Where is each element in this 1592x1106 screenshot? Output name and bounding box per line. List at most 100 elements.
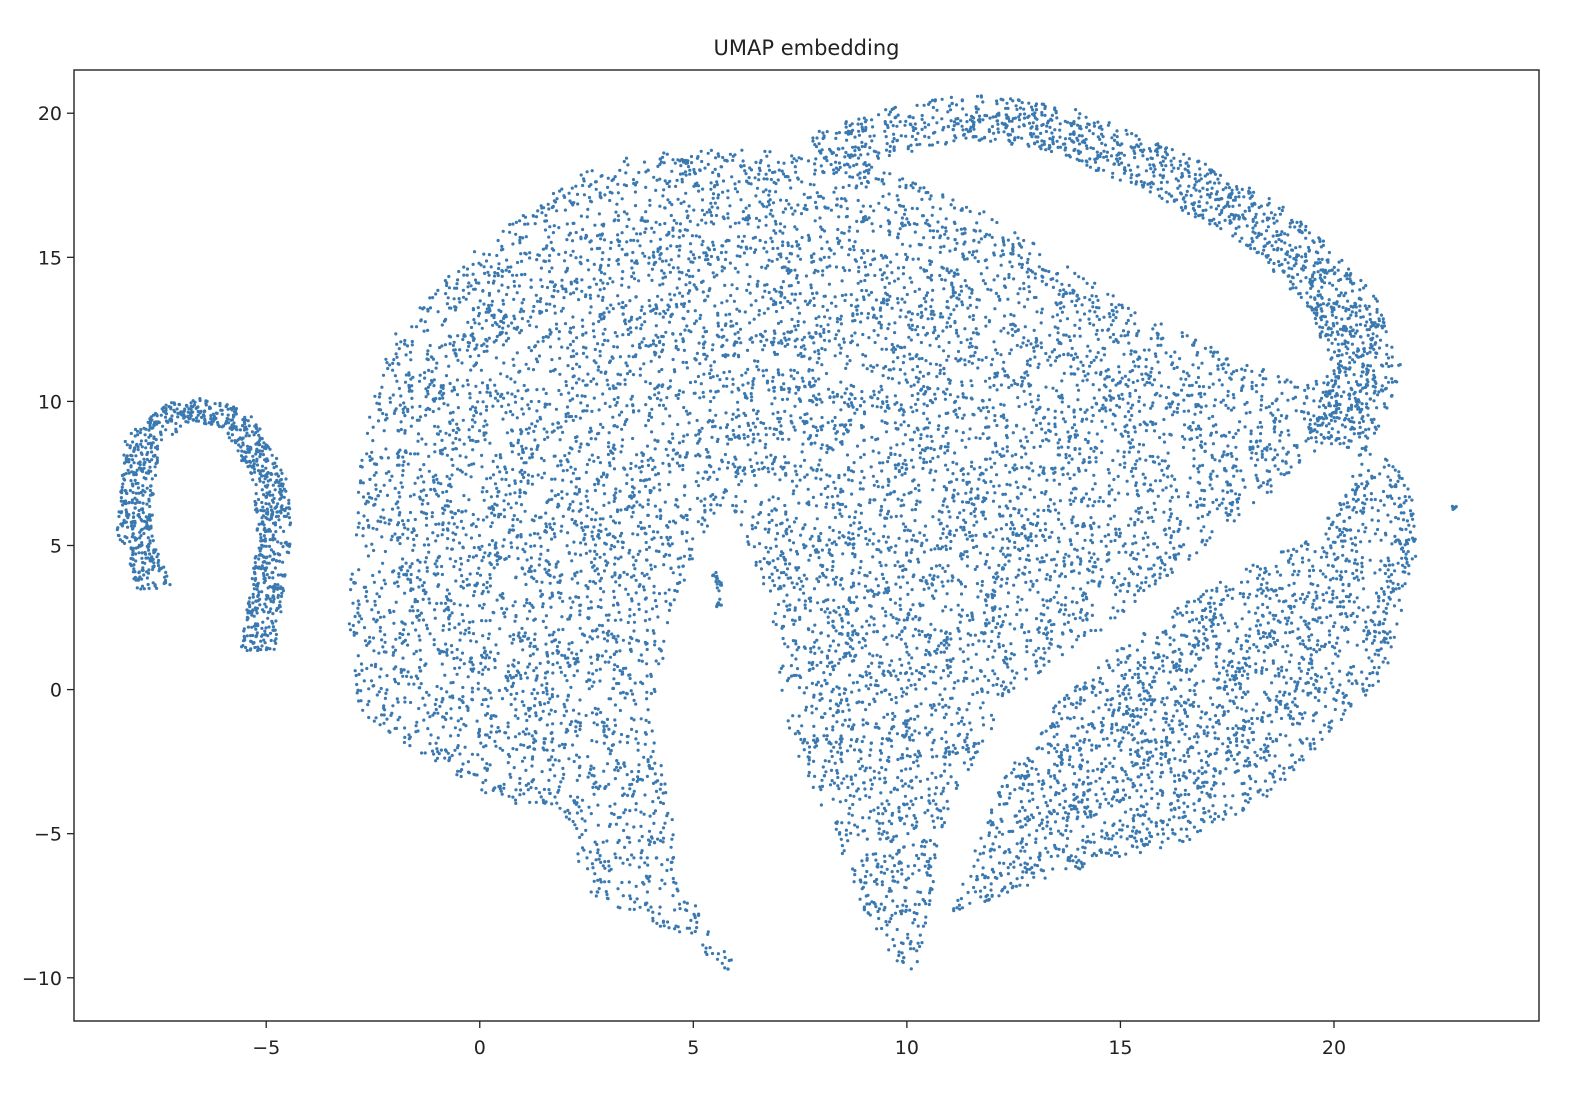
scatter-point <box>495 598 499 602</box>
scatter-point <box>408 350 413 354</box>
scatter-point <box>372 548 376 553</box>
scatter-point <box>145 486 149 490</box>
scatter-point <box>124 460 128 464</box>
scatter-point <box>488 618 492 623</box>
scatter-point <box>135 468 139 472</box>
scatter-point <box>900 872 904 876</box>
scatter-point <box>434 759 438 763</box>
scatter-point <box>490 539 494 543</box>
scatter-point <box>148 504 152 509</box>
scatter-point <box>586 867 590 871</box>
scatter-point <box>450 510 454 514</box>
scatter-point <box>140 577 144 581</box>
scatter-point <box>474 525 478 529</box>
scatter-point <box>509 692 513 697</box>
scatter-point <box>551 748 555 753</box>
scatter-point <box>615 259 619 263</box>
scatter-point <box>142 587 146 591</box>
scatter-point <box>827 648 831 653</box>
scatter-point <box>592 680 596 684</box>
scatter-point <box>515 351 519 355</box>
scatter-point <box>800 724 804 728</box>
scatter-point <box>1162 473 1166 477</box>
scatter-point <box>840 245 844 249</box>
scatter-point <box>875 692 879 696</box>
scatter-point <box>921 374 926 378</box>
scatter-point <box>1117 405 1122 409</box>
scatter-point <box>260 516 264 520</box>
scatter-point <box>1208 483 1212 487</box>
scatter-point <box>1320 396 1324 400</box>
scatter-point <box>799 345 804 349</box>
scatter-point <box>943 762 947 766</box>
scatter-point <box>714 213 719 218</box>
scatter-point <box>897 536 901 541</box>
scatter-point <box>1099 628 1103 632</box>
scatter-point <box>658 204 662 208</box>
scatter-point <box>682 434 686 438</box>
scatter-point <box>139 528 143 532</box>
scatter-point <box>474 384 478 388</box>
scatter-point <box>755 365 759 369</box>
scatter-point <box>1022 446 1026 450</box>
scatter-point <box>938 234 943 238</box>
scatter-point <box>441 506 445 510</box>
scatter-point <box>955 783 960 787</box>
scatter-point <box>248 603 252 607</box>
scatter-point <box>968 427 972 431</box>
scatter-point <box>682 302 687 306</box>
scatter-point <box>515 517 520 522</box>
scatter-point <box>534 678 538 682</box>
scatter-point <box>911 257 915 261</box>
scatter-point <box>785 593 789 597</box>
scatter-point <box>603 880 607 884</box>
scatter-point <box>133 496 137 500</box>
scatter-point <box>559 780 563 784</box>
scatter-point <box>553 795 557 799</box>
scatter-point <box>232 421 236 425</box>
scatter-point <box>257 557 261 561</box>
scatter-point <box>186 410 190 414</box>
scatter-point <box>148 552 152 556</box>
scatter-point <box>287 551 291 555</box>
scatter-point <box>1109 539 1113 544</box>
scatter-point <box>915 853 919 858</box>
scatter-point <box>218 404 222 408</box>
scatter-point <box>701 279 705 283</box>
scatter-point <box>1286 450 1290 454</box>
scatter-point <box>900 663 904 667</box>
scatter-point <box>1003 277 1007 281</box>
scatter-point <box>668 292 672 296</box>
scatter-point <box>938 563 942 568</box>
scatter-point <box>383 521 387 525</box>
scatter-point <box>356 525 360 529</box>
scatter-point <box>133 506 137 510</box>
scatter-point <box>852 542 856 546</box>
scatter-point <box>655 515 659 519</box>
scatter-point <box>661 542 665 546</box>
scatter-point <box>930 439 934 443</box>
scatter-point <box>257 647 261 651</box>
scatter-point <box>977 240 981 244</box>
scatter-point <box>1025 359 1030 363</box>
scatter-point <box>704 357 708 361</box>
scatter-point <box>677 254 681 258</box>
scatter-point <box>268 554 272 558</box>
scatter-point <box>168 583 172 587</box>
scatter-point <box>781 280 786 284</box>
scatter-point <box>1112 514 1116 518</box>
scatter-point <box>255 527 259 531</box>
scatter-point <box>255 459 259 463</box>
scatter-point <box>1190 383 1194 387</box>
scatter-point <box>270 453 274 457</box>
scatter-point <box>225 403 229 407</box>
scatter-point <box>790 244 794 248</box>
scatter-point <box>738 254 742 258</box>
scatter-point <box>264 516 268 520</box>
scatter-point <box>561 478 565 482</box>
scatter-point <box>667 263 671 267</box>
scatter-point <box>807 331 811 335</box>
scatter-point <box>954 399 958 403</box>
scatter-point <box>257 565 261 569</box>
scatter-point <box>164 428 168 432</box>
